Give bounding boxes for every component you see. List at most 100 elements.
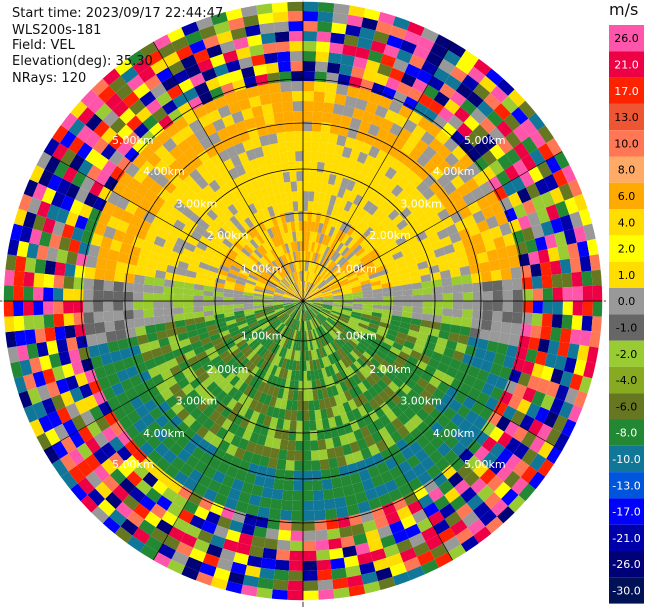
range-gate bbox=[403, 407, 417, 420]
range-gate bbox=[103, 362, 117, 377]
range-gate bbox=[510, 410, 526, 426]
range-gate bbox=[282, 254, 289, 265]
azimuth-spoke bbox=[43, 300, 304, 452]
range-gate bbox=[305, 281, 309, 292]
range-gate bbox=[251, 341, 261, 351]
range-gate bbox=[349, 241, 360, 252]
range-gate bbox=[141, 412, 156, 427]
range-gate bbox=[317, 21, 333, 33]
range-gate bbox=[310, 287, 319, 295]
range-gate bbox=[238, 250, 249, 260]
range-gate bbox=[315, 171, 324, 183]
range-gate bbox=[112, 181, 127, 196]
range-gate bbox=[466, 439, 482, 455]
range-gate bbox=[346, 574, 364, 588]
range-gate bbox=[187, 329, 199, 339]
range-gate bbox=[303, 221, 308, 232]
range-gate bbox=[272, 386, 280, 398]
range-gate bbox=[242, 428, 253, 441]
colorbar-swatch bbox=[609, 419, 644, 446]
range-gate bbox=[404, 523, 421, 539]
colorbar-swatch bbox=[609, 366, 644, 394]
colorbar-label: -13.0 bbox=[612, 479, 640, 492]
colorbar-label: -2.0 bbox=[616, 348, 637, 361]
range-gate bbox=[364, 101, 379, 115]
range-gate bbox=[477, 484, 494, 502]
range-gate bbox=[238, 98, 252, 111]
range-gate bbox=[349, 117, 362, 130]
range-gate bbox=[286, 263, 293, 274]
range-gate bbox=[569, 211, 584, 229]
range-gate bbox=[288, 31, 303, 42]
range-gate bbox=[354, 491, 368, 504]
range-gate bbox=[259, 93, 272, 106]
range-gate bbox=[288, 274, 294, 284]
range-gate bbox=[351, 407, 362, 420]
range-gate bbox=[257, 317, 268, 324]
range-gate bbox=[473, 526, 492, 544]
range-gate bbox=[185, 133, 200, 148]
range-gate bbox=[83, 301, 94, 313]
range-gate bbox=[13, 270, 25, 287]
range-gate bbox=[450, 519, 468, 536]
range-gate bbox=[292, 261, 297, 272]
range-gate bbox=[447, 332, 460, 343]
range-gate bbox=[365, 264, 377, 273]
range-gate bbox=[271, 488, 284, 500]
range-gate bbox=[265, 286, 275, 292]
range-gate bbox=[366, 361, 378, 372]
range-gate bbox=[328, 52, 343, 64]
range-gate bbox=[418, 237, 431, 249]
range-gate bbox=[308, 284, 316, 294]
range-gate bbox=[51, 458, 69, 478]
range-gate bbox=[303, 211, 308, 222]
range-gate bbox=[490, 386, 504, 401]
range-gate bbox=[377, 363, 389, 375]
range-gate bbox=[303, 91, 314, 102]
range-gate bbox=[331, 288, 342, 294]
range-gate bbox=[109, 239, 123, 252]
range-gate bbox=[276, 51, 291, 63]
range-gate bbox=[73, 289, 84, 301]
range-gate bbox=[512, 229, 526, 245]
range-gate bbox=[340, 54, 355, 67]
range-gate bbox=[439, 82, 456, 99]
range-gate bbox=[266, 282, 277, 289]
range-gate bbox=[209, 333, 221, 342]
range-gate bbox=[362, 413, 373, 426]
range-gate bbox=[441, 122, 457, 138]
range-gate bbox=[482, 310, 493, 321]
range-gate bbox=[269, 277, 279, 285]
range-gate bbox=[242, 161, 253, 174]
range-gate bbox=[162, 449, 178, 465]
range-gate bbox=[132, 57, 151, 75]
range-gate bbox=[74, 372, 89, 387]
range-gate bbox=[242, 14, 260, 28]
range-gate bbox=[275, 288, 285, 294]
range-gate bbox=[222, 382, 234, 395]
range-gate bbox=[316, 278, 325, 287]
range-gate bbox=[287, 1, 303, 12]
range-gate bbox=[447, 259, 460, 270]
range-gate bbox=[331, 327, 341, 337]
azimuth-spoke bbox=[152, 300, 304, 561]
range-gate bbox=[489, 143, 506, 160]
range-gate bbox=[68, 118, 86, 137]
range-gate bbox=[443, 243, 456, 255]
range-gate bbox=[185, 63, 202, 79]
colorbar-label: 0.0 bbox=[618, 295, 636, 308]
range-gate bbox=[288, 359, 294, 371]
range-gate bbox=[104, 320, 116, 333]
range-gate bbox=[312, 301, 323, 304]
range-gate bbox=[290, 530, 303, 541]
range-gate bbox=[440, 393, 454, 407]
range-gate bbox=[552, 169, 568, 188]
range-gate bbox=[397, 163, 410, 177]
range-gate bbox=[280, 255, 287, 266]
range-gate bbox=[109, 75, 127, 93]
range-gate bbox=[250, 453, 262, 466]
range-gate bbox=[269, 262, 278, 272]
range-gate bbox=[371, 474, 385, 488]
range-gate bbox=[528, 112, 546, 131]
range-gate bbox=[144, 74, 162, 91]
